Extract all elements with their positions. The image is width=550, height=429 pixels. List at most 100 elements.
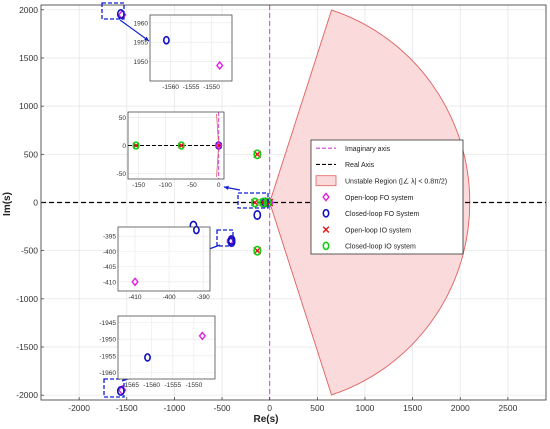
inset-x-tick-label: -1555 [165, 382, 182, 389]
inset-x-tick-label: -1565 [122, 382, 139, 389]
inset-data-point [216, 60, 224, 71]
inset-frame [117, 226, 211, 292]
inset-x-tick-label: -410 [129, 294, 142, 301]
legend-label: Open-loop FO system [345, 195, 414, 202]
inset-x-tick-label: -150 [132, 182, 145, 189]
zoom-highlight-box [237, 192, 269, 209]
inset-data-point [144, 353, 151, 362]
x-tick-label: -500 [214, 403, 231, 413]
x-tick-label: -2000 [68, 403, 90, 413]
x-tick-label: -1500 [116, 403, 138, 413]
y-axis-label: Im(s) [2, 192, 13, 216]
x-tick-label: 0 [267, 403, 272, 413]
inset-region-edge [216, 113, 220, 146]
y-tick-label: -1000 [16, 294, 38, 304]
x-tick-label: 2500 [498, 403, 517, 413]
legend-label: Closed-loop IO system [345, 244, 416, 251]
inset-y-tick-label: 50 [119, 115, 127, 122]
zoom-highlight-box [216, 229, 234, 247]
inset-data-point [162, 35, 170, 45]
inset-y-tick-label: -395 [103, 234, 116, 241]
inset-y-tick-label: -1955 [99, 353, 116, 360]
inset-data-point [192, 225, 200, 235]
legend-entry: Open-loop FO system [322, 192, 414, 202]
data-point [253, 149, 262, 160]
inset-frame [117, 315, 216, 380]
zoom-arrowhead [144, 36, 149, 41]
inset-2: -150 -100 -50 0 -50 0 50 [117, 111, 225, 189]
legend-label: Unstable Region (|∠ λ| < 0.8π/2) [345, 178, 447, 186]
inset-region-edge [216, 145, 220, 178]
y-tick-label: -1500 [16, 342, 38, 352]
inset-3: -410 -400 -390 -410 -405 -400 -395 [103, 225, 211, 301]
inset-x-tick-label: -1550 [186, 382, 203, 389]
y-tick-label: 500 [24, 149, 38, 159]
legend-label: Closed-loop FO System [345, 211, 419, 218]
legend-entry: Open-loop IO system [322, 226, 411, 234]
inset-y-tick-label: -400 [103, 249, 116, 256]
inset-y-tick-label: 1960 [134, 20, 149, 27]
inset-y-tick-label: 0 [122, 143, 126, 150]
y-tick-label: 0 [33, 198, 38, 208]
legend-entry: Real Axis [316, 162, 375, 169]
x-tick-label: 1500 [403, 403, 422, 413]
inset-x-tick-label: -1550 [203, 84, 220, 91]
legend-box [310, 139, 464, 255]
inset-1: -1560 -1555 -1550 1950 1955 1960 [134, 14, 233, 91]
inset-data-point [198, 331, 207, 341]
x-tick-label: -1000 [164, 403, 186, 413]
inset-y-tick-label: -405 [103, 264, 116, 271]
inset-x-tick-label: -1560 [143, 382, 160, 389]
legend-marker [322, 208, 330, 218]
zoom-highlight-box [101, 2, 125, 20]
x-axis-label: Re(s) [253, 414, 278, 425]
inset-x-tick-label: -50 [187, 182, 197, 189]
inset-x-tick-label: -1555 [183, 84, 200, 91]
y-tick-label: -500 [21, 246, 38, 256]
inset-frame [127, 111, 225, 180]
legend-label: Real Axis [345, 162, 375, 169]
inset-frame [149, 14, 233, 82]
inset-x-tick-label: 0 [217, 182, 221, 189]
y-tick-label: 1500 [19, 53, 38, 63]
legend-label: Imaginary axis [345, 146, 391, 153]
zoom-arrowhead [224, 185, 229, 190]
legend-entry: Imaginary axis [316, 146, 391, 153]
inset-y-tick-label: -1960 [99, 370, 116, 377]
inset-x-tick-label: -100 [159, 182, 172, 189]
data-point [265, 198, 274, 207]
data-point [253, 210, 262, 221]
zoom-highlight-box [103, 378, 125, 398]
legend-marker [322, 241, 330, 251]
inset-y-tick-label: -410 [103, 279, 116, 286]
legend-swatch [315, 175, 337, 187]
inset-data-point [131, 277, 139, 287]
y-tick-label: 1000 [19, 101, 38, 111]
inset-y-tick-label: -1945 [99, 320, 116, 327]
inset-y-tick-label: 1950 [134, 59, 149, 66]
inset-y-tick-label: 1955 [134, 40, 149, 47]
inset-data-point [214, 140, 223, 151]
legend-marker [322, 226, 330, 233]
inset-y-tick-label: -50 [117, 171, 127, 178]
legend: Imaginary axis Real Axis Unstable Region (… [310, 139, 464, 255]
inset-background [118, 316, 215, 379]
main-plot: -2000 -1500 -1000 -500 0 500 1000 1500 2000 2500-… [16, 2, 547, 413]
inset-data-point [132, 141, 140, 150]
data-point [253, 245, 262, 256]
inset-x-tick-label: -390 [197, 294, 210, 301]
inset-data-point [177, 141, 185, 150]
inset-y-tick-label: -1950 [99, 337, 116, 344]
x-tick-label: 2000 [451, 403, 470, 413]
legend-entry: Closed-loop FO System [322, 208, 419, 218]
data-point [250, 197, 259, 208]
data-point [259, 197, 267, 208]
y-tick-label: 2000 [19, 5, 38, 15]
inset-x-tick-label: -400 [163, 294, 176, 301]
inset-4: -1565 -1560 -1555 -1550 -1960 -1955 -1950 -1945 [99, 315, 216, 389]
legend-entry: Closed-loop IO system [322, 241, 416, 251]
legend-entry: Unstable Region (|∠ λ| < 0.8π/2) [315, 175, 447, 187]
inset-x-tick-label: -1560 [162, 84, 179, 91]
